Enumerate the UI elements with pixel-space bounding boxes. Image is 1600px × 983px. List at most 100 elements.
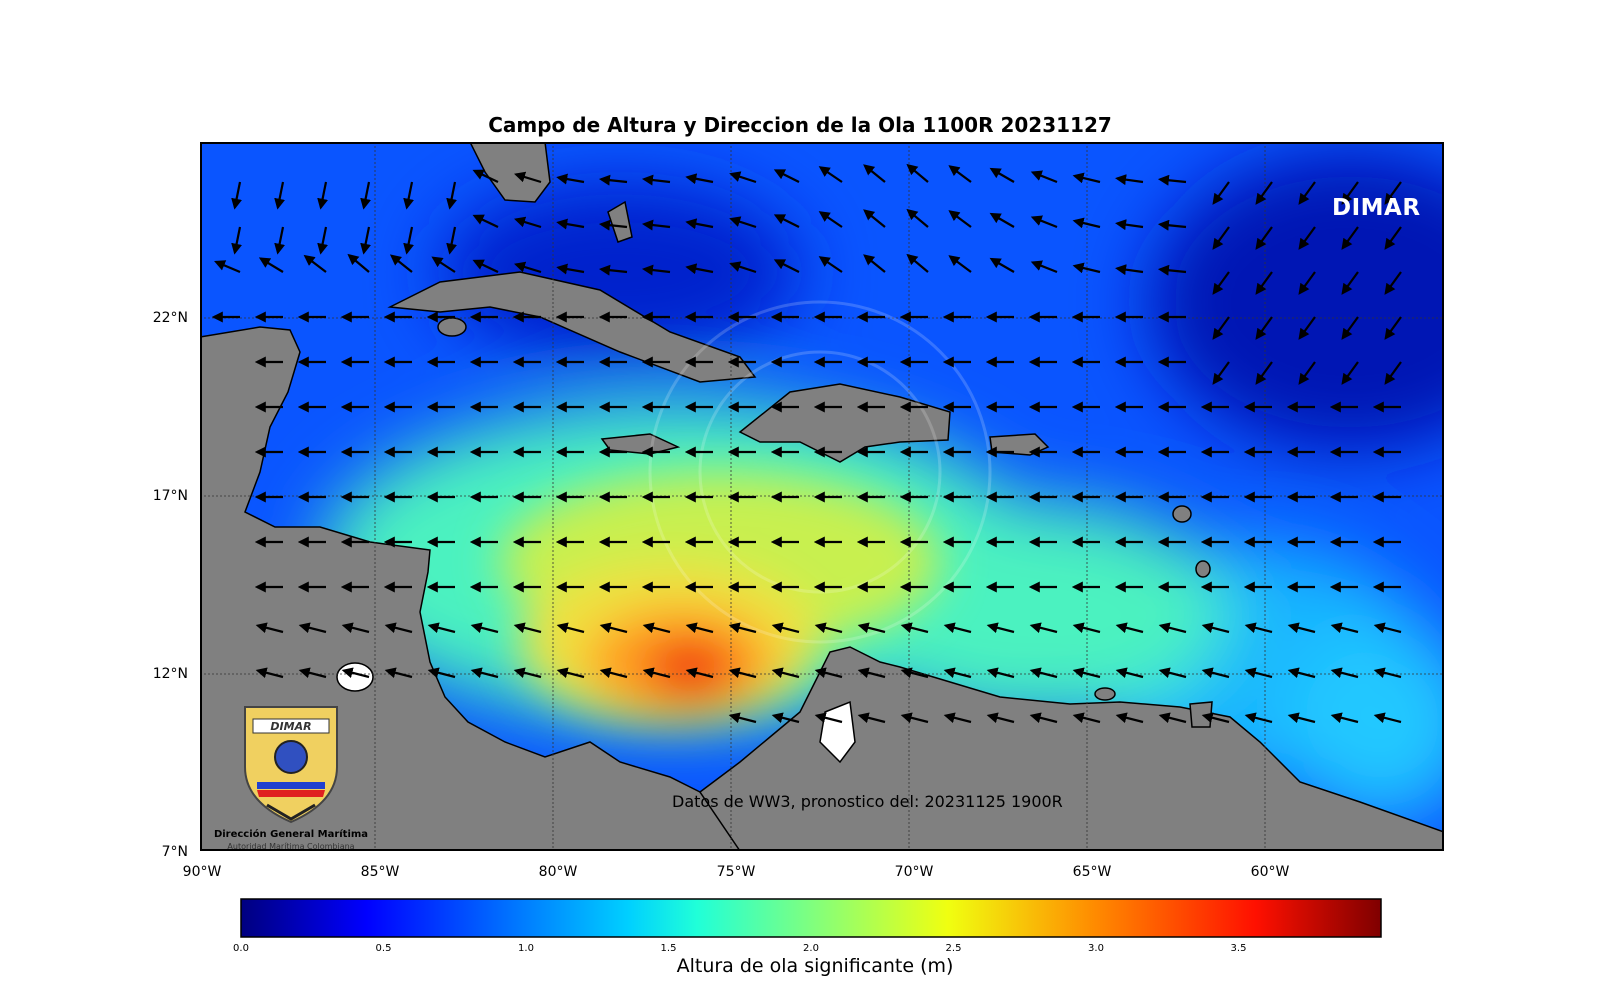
wave-direction-arrow (728, 667, 757, 679)
wave-direction-arrow (948, 255, 972, 273)
wave-direction-arrow (728, 712, 757, 724)
map-frame (200, 142, 1444, 851)
wave-direction-arrow (1341, 361, 1359, 385)
wave-direction-arrow (1384, 361, 1402, 385)
wave-direction-arrow (771, 622, 800, 634)
dimar-logo: DIMAR Dirección General Marítima Autorid… (205, 697, 377, 851)
lon-tick-90: 90°W (182, 864, 222, 880)
wave-direction-arrow (773, 214, 800, 228)
wave-direction-arrow (403, 181, 414, 210)
logo-subtitle: Autoridad Marítima Colombiana (227, 842, 355, 851)
wave-direction-arrow (814, 712, 843, 724)
wave-direction-arrow (1341, 316, 1359, 340)
wave-direction-arrow (427, 667, 456, 679)
wave-direction-arrow (857, 667, 886, 679)
lon-tick-85: 85°W (360, 864, 400, 880)
wave-direction-arrow (685, 667, 714, 679)
wave-direction-arrow (863, 164, 886, 183)
wave-direction-arrow (857, 622, 886, 634)
wave-direction-arrow (900, 712, 929, 724)
wave-direction-arrow (1287, 667, 1316, 679)
wave-direction-arrow (360, 181, 371, 210)
wave-direction-arrow (1212, 316, 1230, 340)
wave-direction-arrow (427, 622, 456, 634)
wave-direction-arrow (1244, 622, 1273, 634)
wave-direction-arrow (685, 263, 714, 275)
wave-direction-arrow (389, 254, 413, 273)
wave-direction-arrow (255, 667, 284, 679)
wave-direction-arrow (1201, 667, 1230, 679)
wave-direction-arrow (347, 253, 370, 273)
wave-direction-arrow (857, 712, 886, 724)
colorbar-tick: 2.0 (803, 943, 819, 954)
wave-direction-arrow (1212, 271, 1230, 295)
wave-direction-arrow (685, 173, 714, 185)
wave-direction-arrow (1330, 622, 1359, 634)
wave-direction-arrow (1255, 181, 1273, 205)
wave-direction-arrow (814, 622, 843, 634)
wave-direction-arrow (341, 667, 370, 679)
wave-direction-arrow (1115, 667, 1144, 679)
wave-direction-arrow (1201, 622, 1230, 634)
svg-text:DIMAR: DIMAR (270, 720, 311, 733)
wave-direction-arrow (1115, 622, 1144, 634)
wave-direction-arrow (513, 622, 542, 634)
lon-tick-65: 65°W (1072, 864, 1112, 880)
wave-direction-arrow (1072, 217, 1101, 229)
wave-direction-arrow (1373, 622, 1402, 634)
colorbar (240, 898, 1382, 938)
wave-direction-arrow (906, 253, 929, 273)
dimar-shield-icon: DIMAR (244, 706, 338, 824)
lat-tick-7: 7°N (161, 844, 188, 860)
wave-direction-arrow (472, 169, 499, 183)
wave-direction-arrow (446, 226, 457, 255)
wave-direction-arrow (1072, 667, 1101, 679)
wave-direction-arrow (685, 622, 714, 634)
lon-tick-60: 60°W (1250, 864, 1290, 880)
wave-direction-arrow (556, 173, 585, 185)
wave-direction-arrow (1072, 262, 1101, 274)
wave-direction-arrow (1287, 712, 1316, 724)
wave-direction-arrow (818, 256, 843, 273)
wave-direction-arrow (1384, 226, 1402, 250)
wave-direction-arrow (906, 208, 929, 228)
colorbar-tick: 2.5 (945, 943, 962, 954)
lat-tick-17: 17°N (152, 488, 188, 504)
wave-direction-arrow (641, 264, 671, 276)
wave-direction-arrow (1373, 667, 1402, 679)
wave-direction-arrow (431, 256, 456, 273)
wave-direction-arrow (274, 181, 285, 210)
wave-direction-arrow (472, 259, 499, 273)
wave-direction-arrow (773, 169, 800, 183)
wave-direction-arrow (818, 166, 843, 183)
wave-direction-arrow (298, 622, 327, 634)
wave-direction-arrow (1341, 226, 1359, 250)
wave-direction-arrow (1115, 219, 1144, 231)
wave-direction-arrow (1115, 264, 1144, 276)
map-title: Campo de Altura y Direccion de la Ola 11… (488, 113, 1112, 137)
lon-tick-70: 70°W (894, 864, 934, 880)
wave-direction-arrow (1072, 712, 1101, 724)
wave-direction-arrow (1384, 316, 1402, 340)
wave-direction-arrow (1330, 712, 1359, 724)
wave-direction-arrow (1212, 361, 1230, 385)
wave-direction-arrow (900, 667, 929, 679)
wave-direction-arrow (771, 667, 800, 679)
wave-direction-arrow (943, 712, 972, 724)
wave-direction-arrow (1384, 271, 1402, 295)
wave-direction-arrow (1158, 622, 1187, 634)
wave-height-map (200, 142, 1444, 851)
dimar-brand-label: DIMAR (1332, 195, 1421, 221)
wave-direction-arrow (642, 667, 671, 679)
wave-direction-arrow (814, 667, 843, 679)
wave-direction-arrow (274, 226, 285, 255)
colorbar-tick: 3.5 (1230, 943, 1247, 954)
wave-direction-arrow (1255, 226, 1273, 250)
wave-direction-arrow (1115, 712, 1144, 724)
wave-direction-arrow (1072, 172, 1101, 184)
wave-direction-arrow (599, 622, 628, 634)
wave-direction-arrow (728, 622, 757, 634)
wave-direction-arrow (599, 667, 628, 679)
wave-direction-arrow (1341, 271, 1359, 295)
wave-direction-arrow (231, 181, 242, 210)
